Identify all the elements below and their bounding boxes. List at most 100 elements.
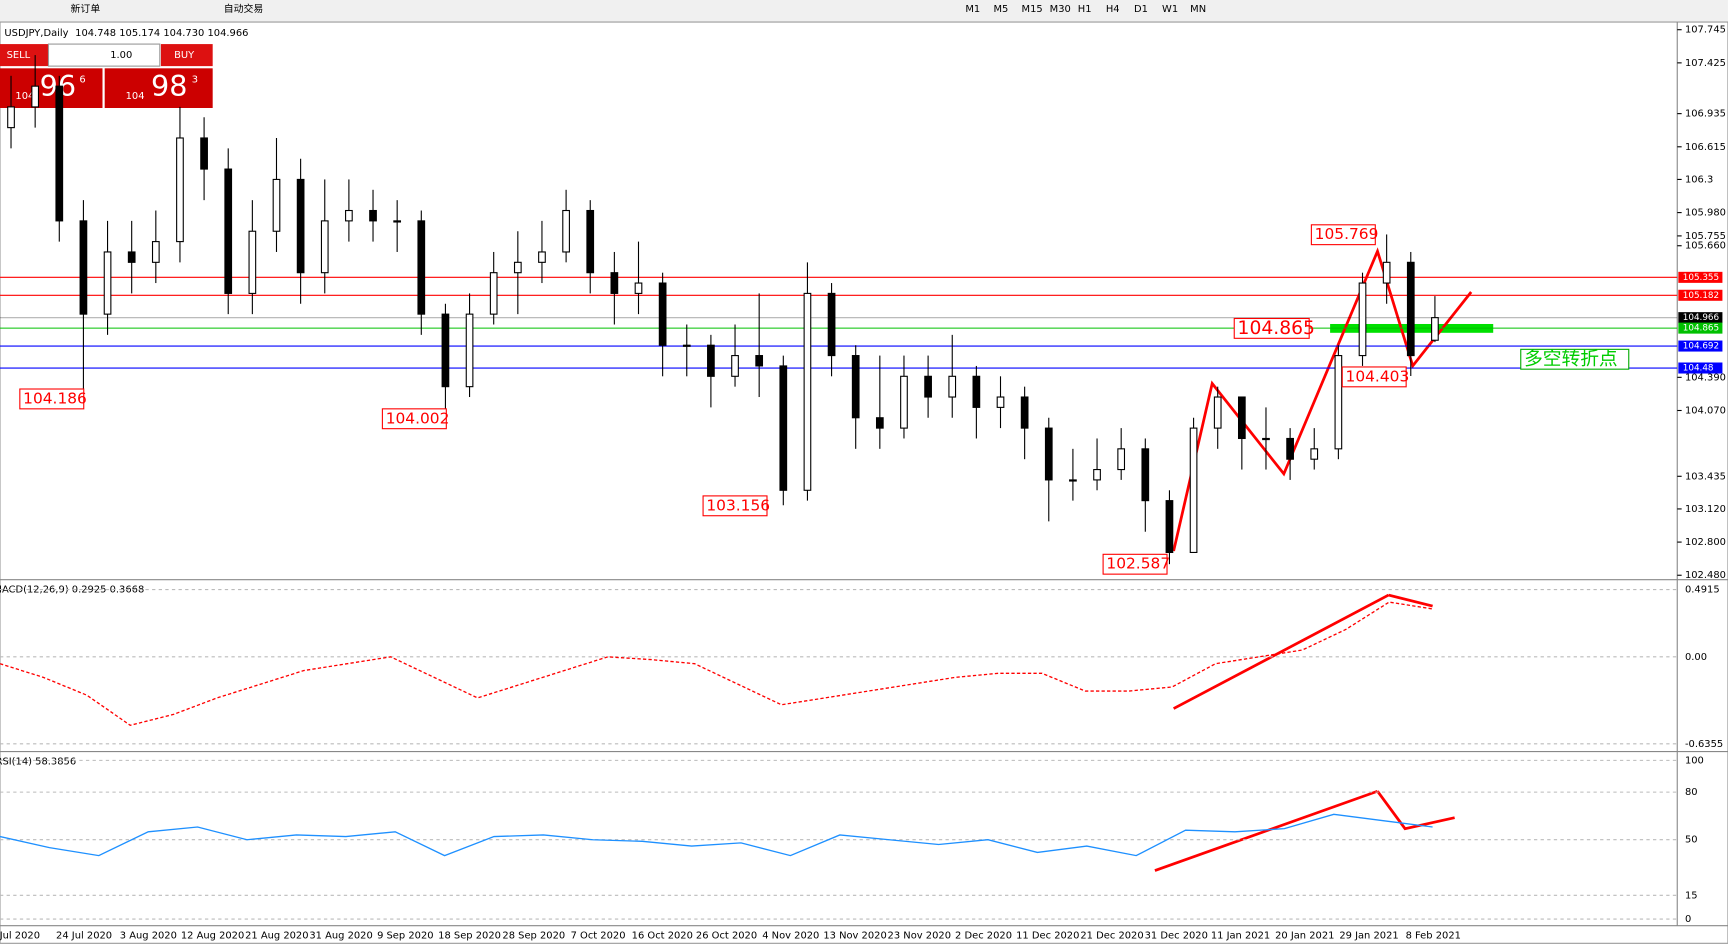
- chart-area: [0, 21, 1728, 944]
- level-label: 104.865: [1683, 324, 1719, 334]
- annotation: 105.769: [1315, 225, 1379, 243]
- timeframe-button[interactable]: D1: [1134, 4, 1148, 15]
- x-tick-label: 11 Jan 2021: [1211, 931, 1270, 942]
- candle-body: [369, 209, 377, 222]
- annotation-box: [1341, 366, 1407, 388]
- candle-body: [658, 282, 667, 346]
- y-tick-label: 0.00: [1685, 652, 1707, 663]
- level-label: 105.182: [1683, 291, 1719, 301]
- y-tick-label: 106.935: [1685, 109, 1726, 120]
- candle-body: [1406, 261, 1415, 357]
- candle-body: [1286, 437, 1294, 460]
- new-order-button[interactable]: 新订单: [71, 2, 101, 15]
- timeframe-button[interactable]: H4: [1106, 4, 1120, 15]
- annotation-box: [19, 388, 85, 410]
- y-tick-label: 50: [1685, 835, 1698, 846]
- y-tick-label: 102.800: [1685, 537, 1726, 548]
- buy-button[interactable]: [160, 44, 213, 67]
- candle-body: [1382, 261, 1391, 284]
- candle-body: [417, 220, 426, 315]
- y-tick-label: 105.755: [1685, 231, 1726, 242]
- candle-body: [1358, 282, 1367, 357]
- annotation-box: [381, 408, 447, 430]
- annotation-box: [1520, 348, 1630, 370]
- timeframe-button[interactable]: M15: [1022, 4, 1043, 15]
- candle-body: [586, 209, 595, 274]
- level-label: 104.966: [1683, 313, 1720, 323]
- candle-body: [1069, 479, 1077, 482]
- candle-body: [1189, 427, 1198, 553]
- y-tick-label: 80: [1685, 787, 1698, 798]
- candle-body: [176, 137, 184, 243]
- candle-body: [1093, 469, 1101, 481]
- ask-prefix: 104: [126, 91, 145, 102]
- x-tick-label: 26 Oct 2020: [696, 931, 757, 942]
- annotation-box: [1102, 553, 1168, 575]
- symbol: USDJPY,Daily: [4, 28, 68, 39]
- candle-body: [1310, 448, 1319, 460]
- lot-size[interactable]: 1.00: [110, 50, 132, 61]
- y-tick-label: 104.070: [1685, 405, 1726, 416]
- x-tick-label: 4 Nov 2020: [762, 931, 819, 942]
- timeframe-button[interactable]: M1: [965, 4, 980, 15]
- candle-body: [1334, 355, 1343, 450]
- candle-body: [634, 282, 643, 294]
- candle-body: [1431, 317, 1439, 341]
- candle-body: [682, 344, 691, 347]
- candle-body: [803, 292, 812, 491]
- candle-body: [489, 272, 498, 315]
- x-tick-label: 12 Aug 2020: [181, 931, 244, 942]
- candle-body: [1237, 396, 1246, 440]
- annotation: 103.156: [706, 496, 770, 514]
- x-tick-label: 16 Oct 2020: [632, 931, 693, 942]
- y-tick-label: 105.660: [1685, 241, 1726, 252]
- buy-label: BUY: [174, 50, 195, 61]
- timeframe-button[interactable]: M30: [1050, 4, 1071, 15]
- annotation: 多空转折点: [1524, 349, 1618, 370]
- timeframe-button[interactable]: W1: [1162, 4, 1178, 15]
- x-tick-label: 3 Aug 2020: [120, 931, 177, 942]
- candle-body: [1262, 437, 1270, 441]
- y-tick-label: 107.745: [1685, 25, 1726, 36]
- annotation: 104.403: [1346, 367, 1410, 385]
- x-tick-label: 21 Aug 2020: [245, 931, 308, 942]
- annotation: 104.186: [23, 389, 87, 407]
- candle-body: [610, 272, 619, 294]
- annotation: 104.865: [1238, 318, 1315, 339]
- annotation: 104.002: [386, 409, 450, 427]
- candle-body: [393, 220, 402, 223]
- y-tick-label: 0.4915: [1685, 585, 1720, 596]
- timeframe-button[interactable]: H1: [1078, 4, 1092, 15]
- y-tick-label: -0.6355: [1685, 739, 1723, 750]
- candle-body: [875, 417, 884, 429]
- level-label: 104.48: [1683, 364, 1714, 374]
- candle-body: [151, 241, 160, 263]
- y-tick-label: 15: [1685, 890, 1698, 901]
- candle-body: [31, 85, 40, 108]
- macd-label: MACD(12,26,9) 0.2925 0.3668: [0, 585, 144, 596]
- y-tick-label: 105.980: [1685, 208, 1726, 219]
- sell-button[interactable]: [0, 44, 49, 67]
- candle-body: [1117, 448, 1126, 471]
- level-tag: [1678, 362, 1723, 374]
- candle-body: [127, 251, 136, 263]
- x-tick-label: 2 Dec 2020: [955, 931, 1012, 942]
- candle-body: [707, 344, 715, 377]
- indicator-line: [0, 813, 1433, 857]
- y-tick-label: 107.425: [1685, 58, 1726, 69]
- y-tick-label: 102.480: [1685, 570, 1726, 581]
- level-tag: [1678, 271, 1723, 283]
- timeframe-button[interactable]: MN: [1190, 4, 1206, 15]
- bid-small: 6: [79, 74, 85, 85]
- candle-body: [1165, 500, 1174, 553]
- candle-body: [345, 209, 353, 222]
- candle-body: [465, 313, 474, 388]
- timeframe-button[interactable]: M5: [993, 4, 1008, 15]
- level-tag: [1678, 289, 1723, 301]
- trend-arrows: [1154, 247, 1473, 872]
- candle-body: [513, 261, 522, 274]
- auto-trading-button[interactable]: 自动交易: [224, 2, 264, 15]
- candle-body: [1141, 448, 1150, 502]
- candle-body: [200, 137, 208, 170]
